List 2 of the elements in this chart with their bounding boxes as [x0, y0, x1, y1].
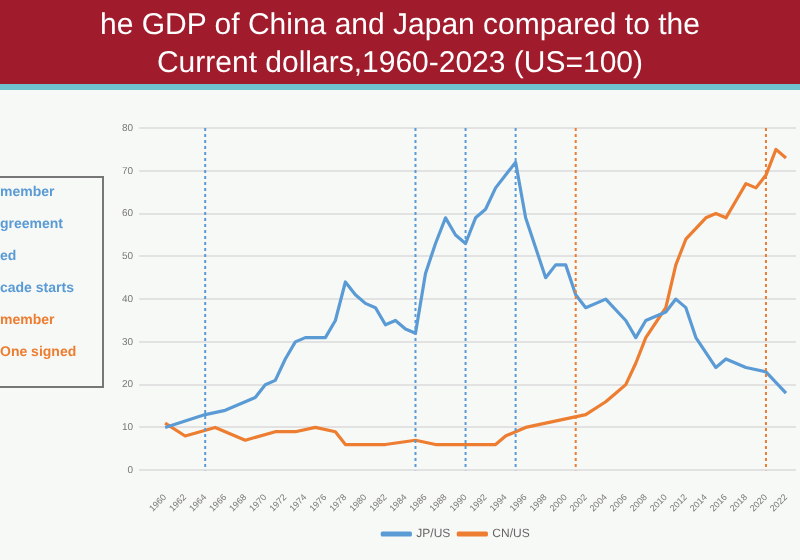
chart-title: he GDP of China and Japan compared to the	[98, 6, 702, 44]
chart-subtitle: Current dollars,1960-2023 (US=100)	[154, 44, 646, 82]
